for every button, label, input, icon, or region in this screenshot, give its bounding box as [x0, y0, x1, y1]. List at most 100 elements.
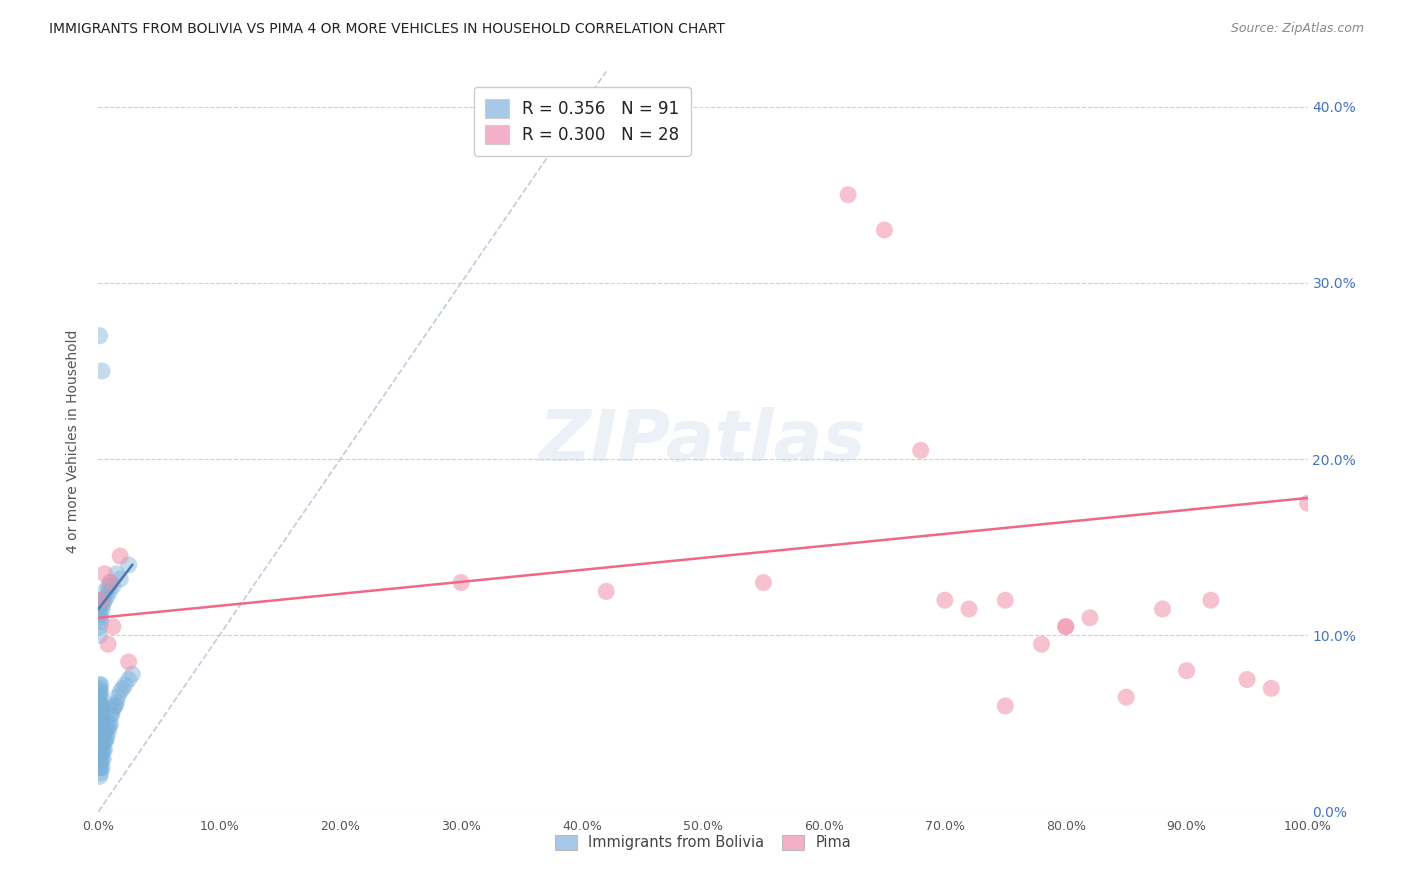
Point: [94, 584, 117, 599]
Point: [100, 716, 122, 731]
Point: [101, 619, 124, 633]
Point: [101, 702, 124, 716]
Point: [752, 575, 775, 590]
Point: [89, 698, 111, 713]
Point: [91, 602, 114, 616]
Point: [90, 720, 112, 734]
Point: [96, 731, 118, 745]
Point: [118, 673, 141, 687]
Point: [1175, 664, 1198, 678]
Point: [90, 678, 112, 692]
Point: [89, 681, 111, 696]
Point: [89, 734, 111, 748]
Point: [90, 743, 112, 757]
Point: [104, 698, 127, 713]
Point: [91, 761, 114, 775]
Point: [90, 685, 112, 699]
Point: [89, 328, 111, 343]
Point: [107, 690, 129, 705]
Point: [91, 752, 114, 766]
Point: [93, 566, 115, 581]
Point: [97, 725, 120, 739]
Point: [1236, 673, 1258, 687]
Point: [837, 187, 859, 202]
Point: [873, 223, 896, 237]
Point: [89, 685, 111, 699]
Point: [91, 364, 114, 378]
Point: [93, 743, 115, 757]
Point: [90, 597, 112, 611]
Point: [111, 681, 134, 696]
Point: [90, 748, 112, 763]
Point: [1054, 619, 1077, 633]
Point: [100, 707, 122, 722]
Point: [90, 713, 112, 727]
Point: [1054, 619, 1077, 633]
Point: [90, 738, 112, 752]
Point: [90, 615, 112, 629]
Point: [994, 698, 1017, 713]
Point: [89, 678, 111, 692]
Point: [108, 572, 131, 586]
Point: [89, 769, 111, 783]
Point: [1199, 593, 1222, 607]
Point: [118, 558, 141, 572]
Point: [93, 734, 115, 748]
Point: [100, 575, 122, 590]
Point: [108, 549, 131, 563]
Point: [89, 743, 111, 757]
Point: [934, 593, 956, 607]
Point: [91, 725, 114, 739]
Point: [96, 590, 118, 604]
Point: [103, 698, 125, 713]
Point: [89, 752, 111, 766]
Point: [90, 607, 112, 622]
Point: [90, 690, 112, 705]
Point: [93, 725, 115, 739]
Text: ZIPatlas: ZIPatlas: [540, 407, 866, 476]
Point: [94, 734, 117, 748]
Point: [89, 628, 111, 642]
Point: [91, 734, 114, 748]
Point: [1152, 602, 1174, 616]
Point: [90, 761, 112, 775]
Point: [89, 738, 111, 752]
Point: [89, 761, 111, 775]
Point: [994, 593, 1017, 607]
Point: [98, 720, 121, 734]
Point: [910, 443, 932, 458]
Point: [90, 766, 112, 780]
Point: [97, 579, 120, 593]
Point: [96, 720, 118, 734]
Point: [100, 707, 122, 722]
Point: [89, 611, 111, 625]
Point: [91, 734, 114, 748]
Point: [1078, 611, 1101, 625]
Point: [957, 602, 980, 616]
Point: [90, 725, 112, 739]
Point: [89, 707, 111, 722]
Text: IMMIGRANTS FROM BOLIVIA VS PIMA 4 OR MORE VEHICLES IN HOUSEHOLD CORRELATION CHAR: IMMIGRANTS FROM BOLIVIA VS PIMA 4 OR MOR…: [49, 22, 725, 37]
Point: [90, 698, 112, 713]
Point: [91, 743, 114, 757]
Point: [118, 655, 141, 669]
Point: [108, 685, 131, 699]
Point: [98, 584, 121, 599]
Y-axis label: 4 or more Vehicles in Household: 4 or more Vehicles in Household: [66, 330, 80, 553]
Text: Source: ZipAtlas.com: Source: ZipAtlas.com: [1230, 22, 1364, 36]
Point: [89, 593, 111, 607]
Point: [97, 716, 120, 731]
Point: [91, 752, 114, 766]
Point: [101, 579, 124, 593]
Point: [91, 593, 114, 607]
Point: [89, 748, 111, 763]
Point: [94, 725, 117, 739]
Point: [91, 743, 114, 757]
Point: [89, 725, 111, 739]
Point: [105, 566, 128, 581]
Point: [89, 731, 111, 745]
Point: [89, 695, 111, 709]
Legend: Immigrants from Bolivia, Pima: Immigrants from Bolivia, Pima: [548, 829, 858, 856]
Point: [114, 678, 136, 692]
Point: [89, 602, 111, 616]
